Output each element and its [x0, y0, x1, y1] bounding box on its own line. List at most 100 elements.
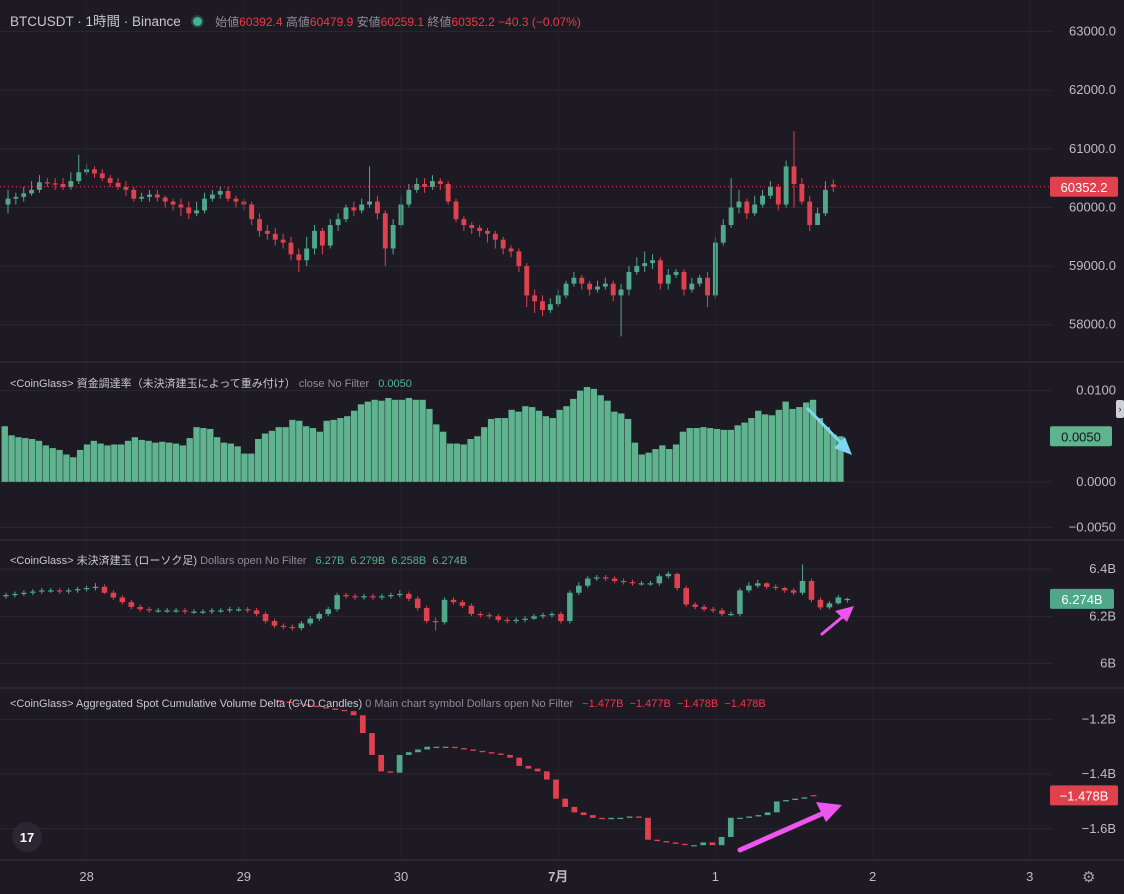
main-legend: BTCUSDT · 1時間 · Binance 始値60392.4 高値6047… — [10, 10, 581, 30]
candle-body-pane2-0 — [3, 595, 9, 597]
candle-body-pane3-20 — [461, 748, 467, 750]
candle-body-pane0-15 — [123, 186, 129, 190]
funding-bar-42 — [289, 419, 296, 482]
candle-body-pane0-19 — [154, 194, 160, 198]
funding-bar-5 — [35, 440, 43, 482]
last-price-badge — [1050, 176, 1118, 197]
funding-bar-32 — [220, 442, 228, 482]
candle-body-pane0-65 — [516, 251, 522, 267]
y-tick-label-pane2-1: 6.2B — [1089, 608, 1116, 623]
candle-body-pane0-66 — [524, 266, 530, 296]
candle-body-pane0-82 — [650, 260, 655, 264]
y-tick-label-pane1-2: 0.0100 — [1076, 383, 1116, 398]
funding-bar-29 — [200, 428, 207, 482]
candle-body-pane2-18 — [164, 610, 170, 612]
y-tick-label-pane0-3: 61000.0 — [1069, 141, 1116, 156]
funding-title: <CoinGlass> 資金調達率（未決済建玉によって重み付け） — [10, 378, 296, 390]
candle-body-pane2-21 — [191, 611, 197, 613]
funding-bar-119 — [816, 418, 824, 482]
candle-body-pane2-58 — [522, 618, 528, 620]
candle-body-pane2-31 — [280, 625, 287, 627]
candle-body-pane0-1 — [13, 196, 19, 199]
funding-bar-96 — [659, 445, 666, 482]
x-tick-label-4: 1 — [712, 869, 719, 884]
cvd-legend[interactable]: <CoinGlass> Aggregated Spot Cumulative V… — [10, 698, 766, 710]
funding-legend[interactable]: <CoinGlass> 資金調達率（未決済建玉によって重み付け） close N… — [10, 375, 412, 391]
candle-body-pane3-49 — [727, 817, 734, 837]
candle-body-pane2-52 — [468, 605, 475, 614]
candle-body-pane2-57 — [513, 619, 519, 622]
candle-body-pane2-11 — [101, 586, 108, 593]
candle-body-pane2-33 — [298, 623, 305, 629]
funding-bar-17 — [118, 444, 125, 482]
candle-body-pane2-75 — [674, 573, 681, 589]
candle-body-pane2-90 — [808, 580, 815, 600]
candle-body-pane0-73 — [579, 277, 585, 284]
y-tick-label-pane0-2: 60000.0 — [1069, 199, 1116, 214]
x-tick-label-0: 28 — [79, 869, 93, 884]
candle-body-pane2-35 — [316, 613, 323, 619]
candle-body-pane3-46 — [700, 842, 707, 846]
candle-body-pane2-3 — [30, 591, 36, 593]
candle-body-pane3-27 — [525, 765, 532, 769]
oi-title: <CoinGlass> 未決済建玉 (ローソク足) — [10, 555, 198, 567]
candle-body-pane0-74 — [587, 283, 593, 290]
funding-bar-120 — [823, 427, 830, 482]
candle-body-pane2-20 — [182, 610, 188, 612]
funding-bar-43 — [296, 420, 303, 482]
funding-bar-26 — [179, 445, 187, 482]
candle-body-pane0-37 — [296, 254, 302, 261]
candle-body-pane0-26 — [209, 194, 215, 199]
last-price-label: 60352.2 — [1061, 180, 1108, 195]
funding-bar-95 — [652, 449, 659, 482]
candle-body-pane0-31 — [249, 204, 255, 220]
y-tick-label-pane0-0: 58000.0 — [1069, 317, 1116, 332]
funding-bar-122 — [837, 436, 844, 482]
symbol-title[interactable]: BTCUSDT · 1時間 · Binance — [10, 14, 181, 29]
funding-bar-45 — [309, 428, 317, 482]
funding-bar-106 — [727, 429, 735, 482]
x-tick-label-3: 7月 — [548, 869, 568, 884]
candle-body-pane2-16 — [146, 609, 152, 611]
gear-icon[interactable]: ⚙ — [1082, 869, 1096, 886]
funding-bar-30 — [207, 428, 214, 482]
pane-collapse-handle-icon[interactable]: › — [1116, 400, 1124, 418]
x-tick-label-6: 3 — [1026, 869, 1033, 884]
candle-body-pane3-52 — [755, 815, 762, 817]
candle-body-pane0-77 — [610, 283, 616, 296]
funding-bar-82 — [563, 406, 570, 482]
candle-body-pane2-30 — [271, 621, 278, 626]
candle-body-pane3-30 — [553, 779, 559, 799]
tradingview-logo-icon[interactable]: 17 — [12, 822, 42, 852]
candle-body-pane0-72 — [571, 277, 577, 284]
funding-bar-14 — [97, 443, 104, 482]
candle-body-pane0-75 — [595, 286, 600, 290]
funding-bar-51 — [350, 410, 358, 482]
candle-body-pane3-2 — [295, 703, 302, 705]
candle-body-pane3-55 — [783, 800, 789, 802]
candle-body-pane0-9 — [76, 172, 82, 182]
candle-body-pane2-22 — [200, 611, 206, 613]
candle-body-pane2-39 — [352, 596, 358, 598]
candle-body-pane3-42 — [663, 841, 670, 843]
oi-legend[interactable]: <CoinGlass> 未決済建玉 (ローソク足) Dollars open N… — [10, 552, 467, 568]
candle-body-pane2-74 — [665, 573, 672, 577]
candle-body-pane2-78 — [701, 606, 707, 610]
candle-body-pane3-32 — [571, 806, 578, 813]
funding-bar-11 — [76, 449, 84, 482]
funding-bar-77 — [529, 407, 536, 482]
funding-bar-85 — [583, 387, 591, 482]
candle-body-pane0-101 — [799, 184, 805, 202]
funding-bar-71 — [487, 418, 495, 482]
candle-body-pane0-64 — [508, 248, 514, 252]
candle-body-pane0-0 — [5, 198, 11, 205]
funding-bar-105 — [720, 429, 728, 482]
funding-bar-66 — [453, 443, 461, 482]
x-tick-label-5: 2 — [869, 869, 876, 884]
funding-value-badge — [1050, 426, 1112, 447]
high-value: 60479.9 — [309, 15, 354, 29]
funding-bar-13 — [90, 440, 97, 482]
cvd-values: −1.477B −1.477B −1.478B −1.478B — [582, 698, 766, 710]
